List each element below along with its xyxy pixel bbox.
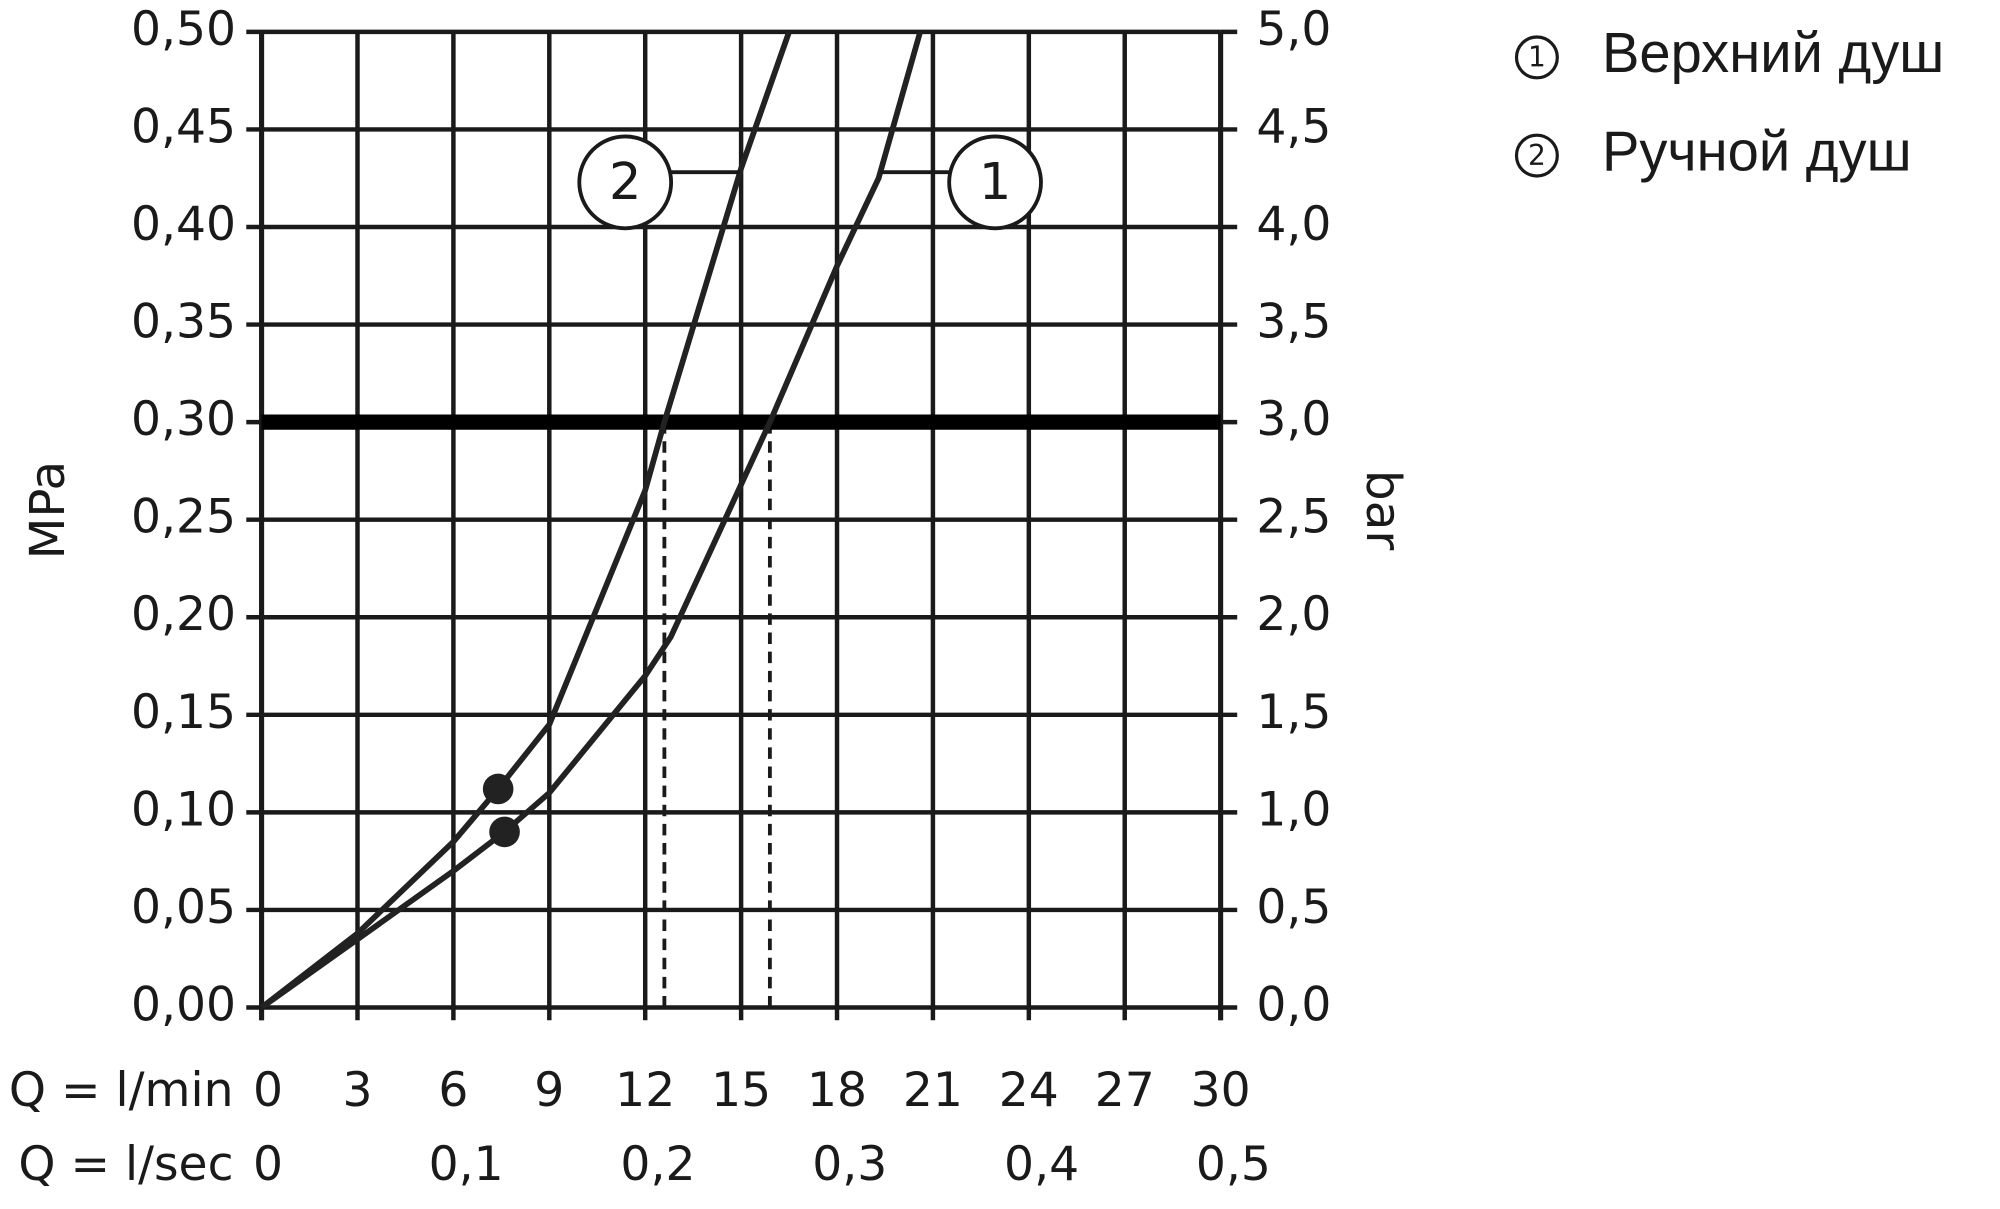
- y2-tick-label: 4,5: [1256, 99, 1331, 154]
- x-tick-label: 18: [807, 1063, 867, 1118]
- legend-label: Верхний душ: [1602, 21, 1944, 84]
- x2-tick-label: 0,3: [812, 1137, 887, 1192]
- x-tick-label: 3: [342, 1063, 372, 1118]
- y-tick-label: 0,35: [131, 295, 236, 350]
- y-tick-label: 0,15: [131, 685, 236, 740]
- x-tick-label: 30: [1191, 1063, 1251, 1118]
- y-axis-title: MPa: [20, 461, 76, 560]
- x-tick-label: 12: [615, 1063, 675, 1118]
- y2-tick-label: 0,0: [1256, 977, 1331, 1032]
- y-tick-label: 0,05: [131, 880, 236, 935]
- legend-number: 1: [1528, 41, 1546, 74]
- y-tick-label: 0,50: [131, 2, 236, 57]
- label-circle: [947, 134, 1043, 231]
- x-tick-label: 0: [253, 1063, 283, 1118]
- x-tick-label: 27: [1095, 1063, 1155, 1118]
- x2-tick-label: 0: [253, 1137, 283, 1192]
- series-line: [259, 30, 792, 1010]
- x-tick-label: 9: [534, 1063, 564, 1118]
- series-line: [259, 31, 923, 1010]
- y2-tick-label: 3,0: [1256, 392, 1331, 447]
- y-tick-label: 0,20: [131, 587, 236, 642]
- y2-tick-label: 2,5: [1256, 490, 1331, 545]
- legend-label: Ручной душ: [1602, 119, 1912, 182]
- x2-tick-label: 0,5: [1196, 1137, 1271, 1192]
- curve-label: 1: [979, 153, 1011, 212]
- legend-symbol: [1514, 35, 1559, 80]
- curve-label: 2: [609, 153, 641, 212]
- y2-tick-label: 5,0: [1256, 2, 1331, 57]
- x-tick-label: 15: [711, 1063, 771, 1118]
- y2-tick-label: 2,0: [1256, 587, 1331, 642]
- data-point: [489, 816, 520, 848]
- y2-tick-label: 1,0: [1256, 782, 1331, 837]
- y2-tick-label: 1,5: [1256, 685, 1331, 740]
- x2-axis-title: Q = l/sec: [18, 1137, 233, 1192]
- legend-symbol: [1514, 133, 1559, 178]
- y-tick-label: 0,30: [131, 392, 236, 447]
- x-tick-label: 21: [903, 1063, 963, 1118]
- x2-tick-label: 0,4: [1004, 1137, 1079, 1192]
- label-circle: [577, 134, 674, 231]
- y2-tick-label: 3,5: [1256, 295, 1331, 350]
- legend-number: 2: [1528, 139, 1546, 172]
- y-tick-label: 0,10: [131, 782, 236, 837]
- x2-tick-label: 0,1: [429, 1137, 504, 1192]
- y2-tick-label: 0,5: [1256, 880, 1331, 935]
- y-tick-label: 0,25: [131, 490, 236, 545]
- y2-axis-title: bar: [1355, 470, 1411, 550]
- y-tick-label: 0,00: [131, 977, 236, 1032]
- y-tick-label: 0,40: [131, 197, 236, 252]
- y-tick-label: 0,45: [131, 99, 236, 154]
- data-point: [482, 773, 514, 805]
- x2-tick-label: 0,2: [620, 1137, 695, 1192]
- y2-tick-label: 4,0: [1256, 197, 1331, 252]
- x-axis-title: Q = l/min: [9, 1063, 234, 1118]
- x-tick-label: 24: [999, 1063, 1059, 1118]
- x-tick-label: 6: [438, 1063, 468, 1118]
